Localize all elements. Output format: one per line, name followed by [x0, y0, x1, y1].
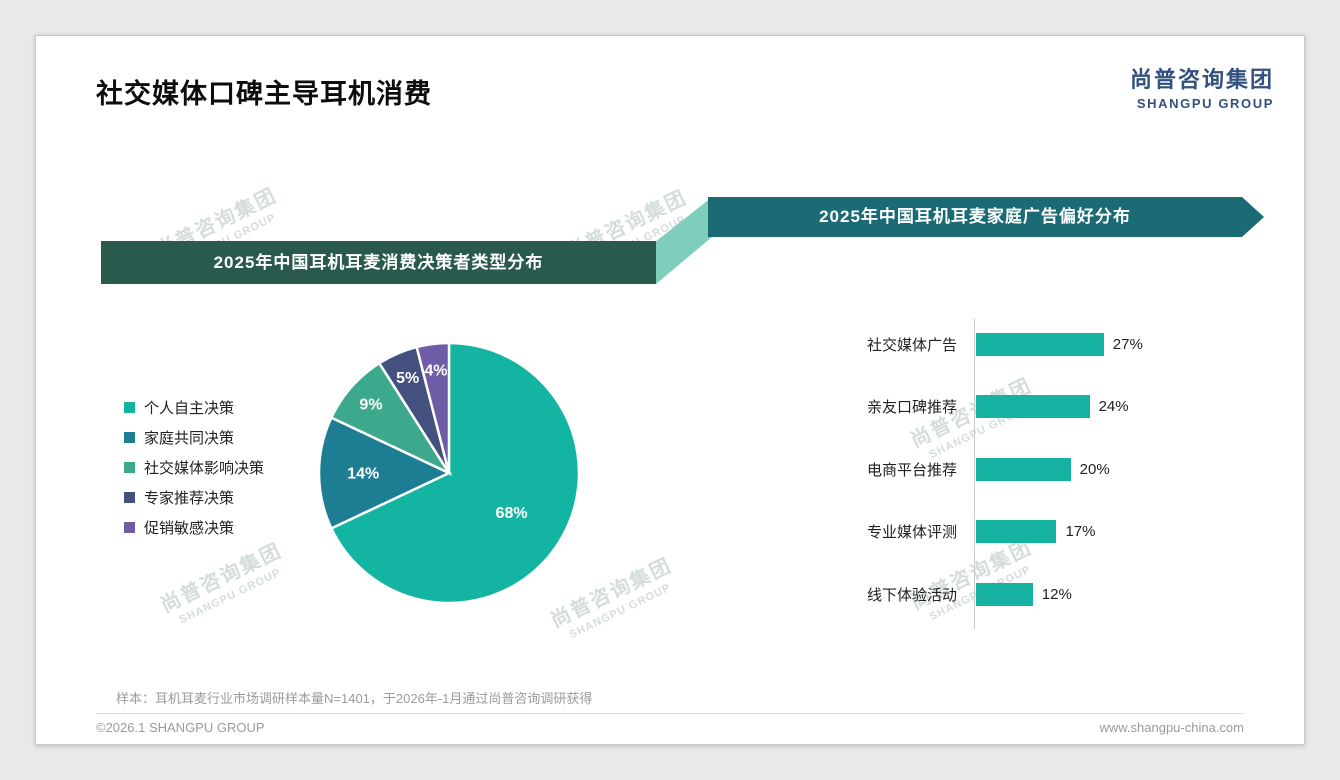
pie-chart: 68% 14% 9% 5% 4% [317, 341, 581, 605]
legend-label: 个人自主决策 [144, 399, 235, 417]
pie-slice-4 [415, 341, 451, 474]
page-title: 社交媒体口碑主导耳机消费 [96, 79, 432, 109]
legend-swatch-icon [124, 521, 135, 533]
bar-category-label: 线下体验活动 [866, 586, 957, 604]
footer-website: www.shangpu-china.com [1099, 720, 1244, 735]
bar-segment [976, 332, 1104, 356]
bar-chart: 社交媒体广告 27% 亲友口碑推荐 24% 电商平台推荐 20% 专业媒体评测 17% 线下体验… [771, 313, 1261, 626]
bar-segment [976, 457, 1071, 481]
legend-swatch-icon [124, 491, 135, 503]
logo-en-text: SHANGPU GROUP [1136, 96, 1274, 111]
bar-row-4: 线下体验活动 12% [771, 563, 1261, 626]
watermark-en: SHANGPU GROUP [177, 566, 283, 627]
bar-row-2: 电商平台推荐 20% [771, 438, 1261, 501]
legend-swatch-icon [124, 431, 135, 443]
bar-chart-axis [974, 319, 975, 629]
legend-item-1: 家庭共同决策 [124, 422, 264, 452]
pie-slice-label-2: 9% [359, 397, 382, 414]
pie-slice-label-0: 68% [496, 505, 528, 522]
pie-slice-label-4: 4% [424, 362, 447, 379]
bar-value-label: 20% [1079, 460, 1110, 478]
logo-cn-text: 尚普咨询集团 [1129, 67, 1274, 92]
legend-item-3: 专家推荐决策 [124, 482, 264, 512]
bar-row-1: 亲友口碑推荐 24% [771, 376, 1261, 439]
watermark: 尚普咨询集团 SHANGPU GROUP [135, 525, 311, 640]
bar-segment [976, 520, 1057, 544]
bar-value-label: 24% [1098, 398, 1129, 416]
footer-copyright: ©2026.1 SHANGPU GROUP [96, 720, 265, 735]
legend-swatch-icon [124, 461, 135, 473]
bar-category-label: 电商平台推荐 [866, 461, 957, 479]
slide-card: 尚普咨询集团 SHANGPU GROUP 尚普咨询集团 SHANGPU GROU… [35, 35, 1305, 745]
legend-item-0: 个人自主决策 [124, 392, 264, 422]
pie-slice-label-3: 5% [396, 370, 419, 387]
pie-slice-1 [317, 415, 452, 531]
footer-divider [96, 713, 1244, 714]
pie-slice-0 [329, 341, 581, 605]
right-chart-banner: 2025年中国耳机耳麦家庭广告偏好分布 [708, 197, 1264, 237]
legend-item-4: 促销敏感决策 [124, 512, 264, 542]
legend-swatch-icon [124, 401, 135, 413]
legend-item-2: 社交媒体影响决策 [124, 452, 264, 482]
legend-label: 社交媒体影响决策 [144, 459, 265, 477]
legend-label: 促销敏感决策 [144, 519, 235, 537]
bar-value-label: 27% [1112, 335, 1143, 353]
legend-label: 家庭共同决策 [144, 429, 235, 447]
pie-slice-label-1: 14% [347, 466, 379, 483]
bar-value-label: 17% [1065, 523, 1096, 541]
sample-footnote: 样本：耳机耳麦行业市场调研样本量N=1401，于2026年-1月通过尚普咨询调研… [116, 691, 593, 706]
bar-segment [976, 582, 1033, 606]
bar-category-label: 专业媒体评测 [866, 524, 957, 542]
bar-rows: 社交媒体广告 27% 亲友口碑推荐 24% 电商平台推荐 20% 专业媒体评测 17% 线下体验… [771, 313, 1261, 626]
left-chart-banner: 2025年中国耳机耳麦消费决策者类型分布 [101, 241, 656, 284]
bar-category-label: 亲友口碑推荐 [866, 399, 957, 417]
banner-connector [656, 197, 712, 284]
bar-value-label: 12% [1041, 585, 1072, 603]
company-logo: 尚普咨询集团 SHANGPU GROUP [1130, 62, 1274, 111]
bar-category-label: 社交媒体广告 [866, 336, 957, 354]
bar-row-0: 社交媒体广告 27% [771, 313, 1261, 376]
pie-legend: 个人自主决策 家庭共同决策社交媒体影响决策 专家推荐决策 促销敏感决策 [124, 392, 264, 542]
legend-label: 专家推荐决策 [144, 489, 235, 507]
bar-segment [976, 395, 1090, 419]
bar-row-3: 专业媒体评测 17% [771, 501, 1261, 564]
